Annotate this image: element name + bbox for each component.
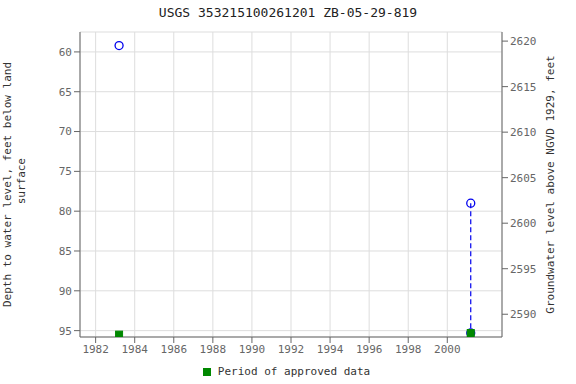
svg-text:2605: 2605 [510, 172, 537, 185]
svg-text:1996: 1996 [356, 343, 383, 356]
svg-text:Groundwater level above NGVD 1: Groundwater level above NGVD 1929, feet [544, 55, 557, 313]
svg-text:1990: 1990 [239, 343, 266, 356]
html-text:Period of approved data: Period of approved data [217, 365, 371, 378]
svg-text:65: 65 [59, 86, 72, 99]
svg-text:1982: 1982 [82, 343, 109, 356]
svg-text:1984: 1984 [121, 343, 148, 356]
svg-text:2590: 2590 [510, 308, 537, 321]
svg-text:Depth to water level, feet bel: Depth to water level, feet below land su… [8, 62, 28, 307]
svg-text:90: 90 [59, 285, 72, 298]
svg-text:2610: 2610 [510, 126, 537, 139]
svg-text:1986: 1986 [161, 343, 188, 356]
svg-text:60: 60 [59, 46, 72, 59]
svg-text:75: 75 [59, 165, 72, 178]
svg-text:70: 70 [59, 125, 72, 138]
svg-text:1994: 1994 [317, 343, 344, 356]
svg-text:2595: 2595 [510, 263, 537, 276]
svg-text:1992: 1992 [278, 343, 305, 356]
svg-text:2600: 2600 [510, 217, 537, 230]
svg-text:1988: 1988 [200, 343, 227, 356]
svg-text:95: 95 [59, 325, 72, 338]
svg-text:85: 85 [59, 245, 72, 258]
html-text:USGS 353215100261201 ZB-05-29-: USGS 353215100261201 ZB-05-29-819 [158, 5, 418, 20]
svg-text:1998: 1998 [395, 343, 422, 356]
svg-text:80: 80 [59, 205, 72, 218]
svg-text:2615: 2615 [510, 81, 537, 94]
svg-text:2000: 2000 [434, 343, 461, 356]
svg-text:2620: 2620 [510, 35, 537, 48]
